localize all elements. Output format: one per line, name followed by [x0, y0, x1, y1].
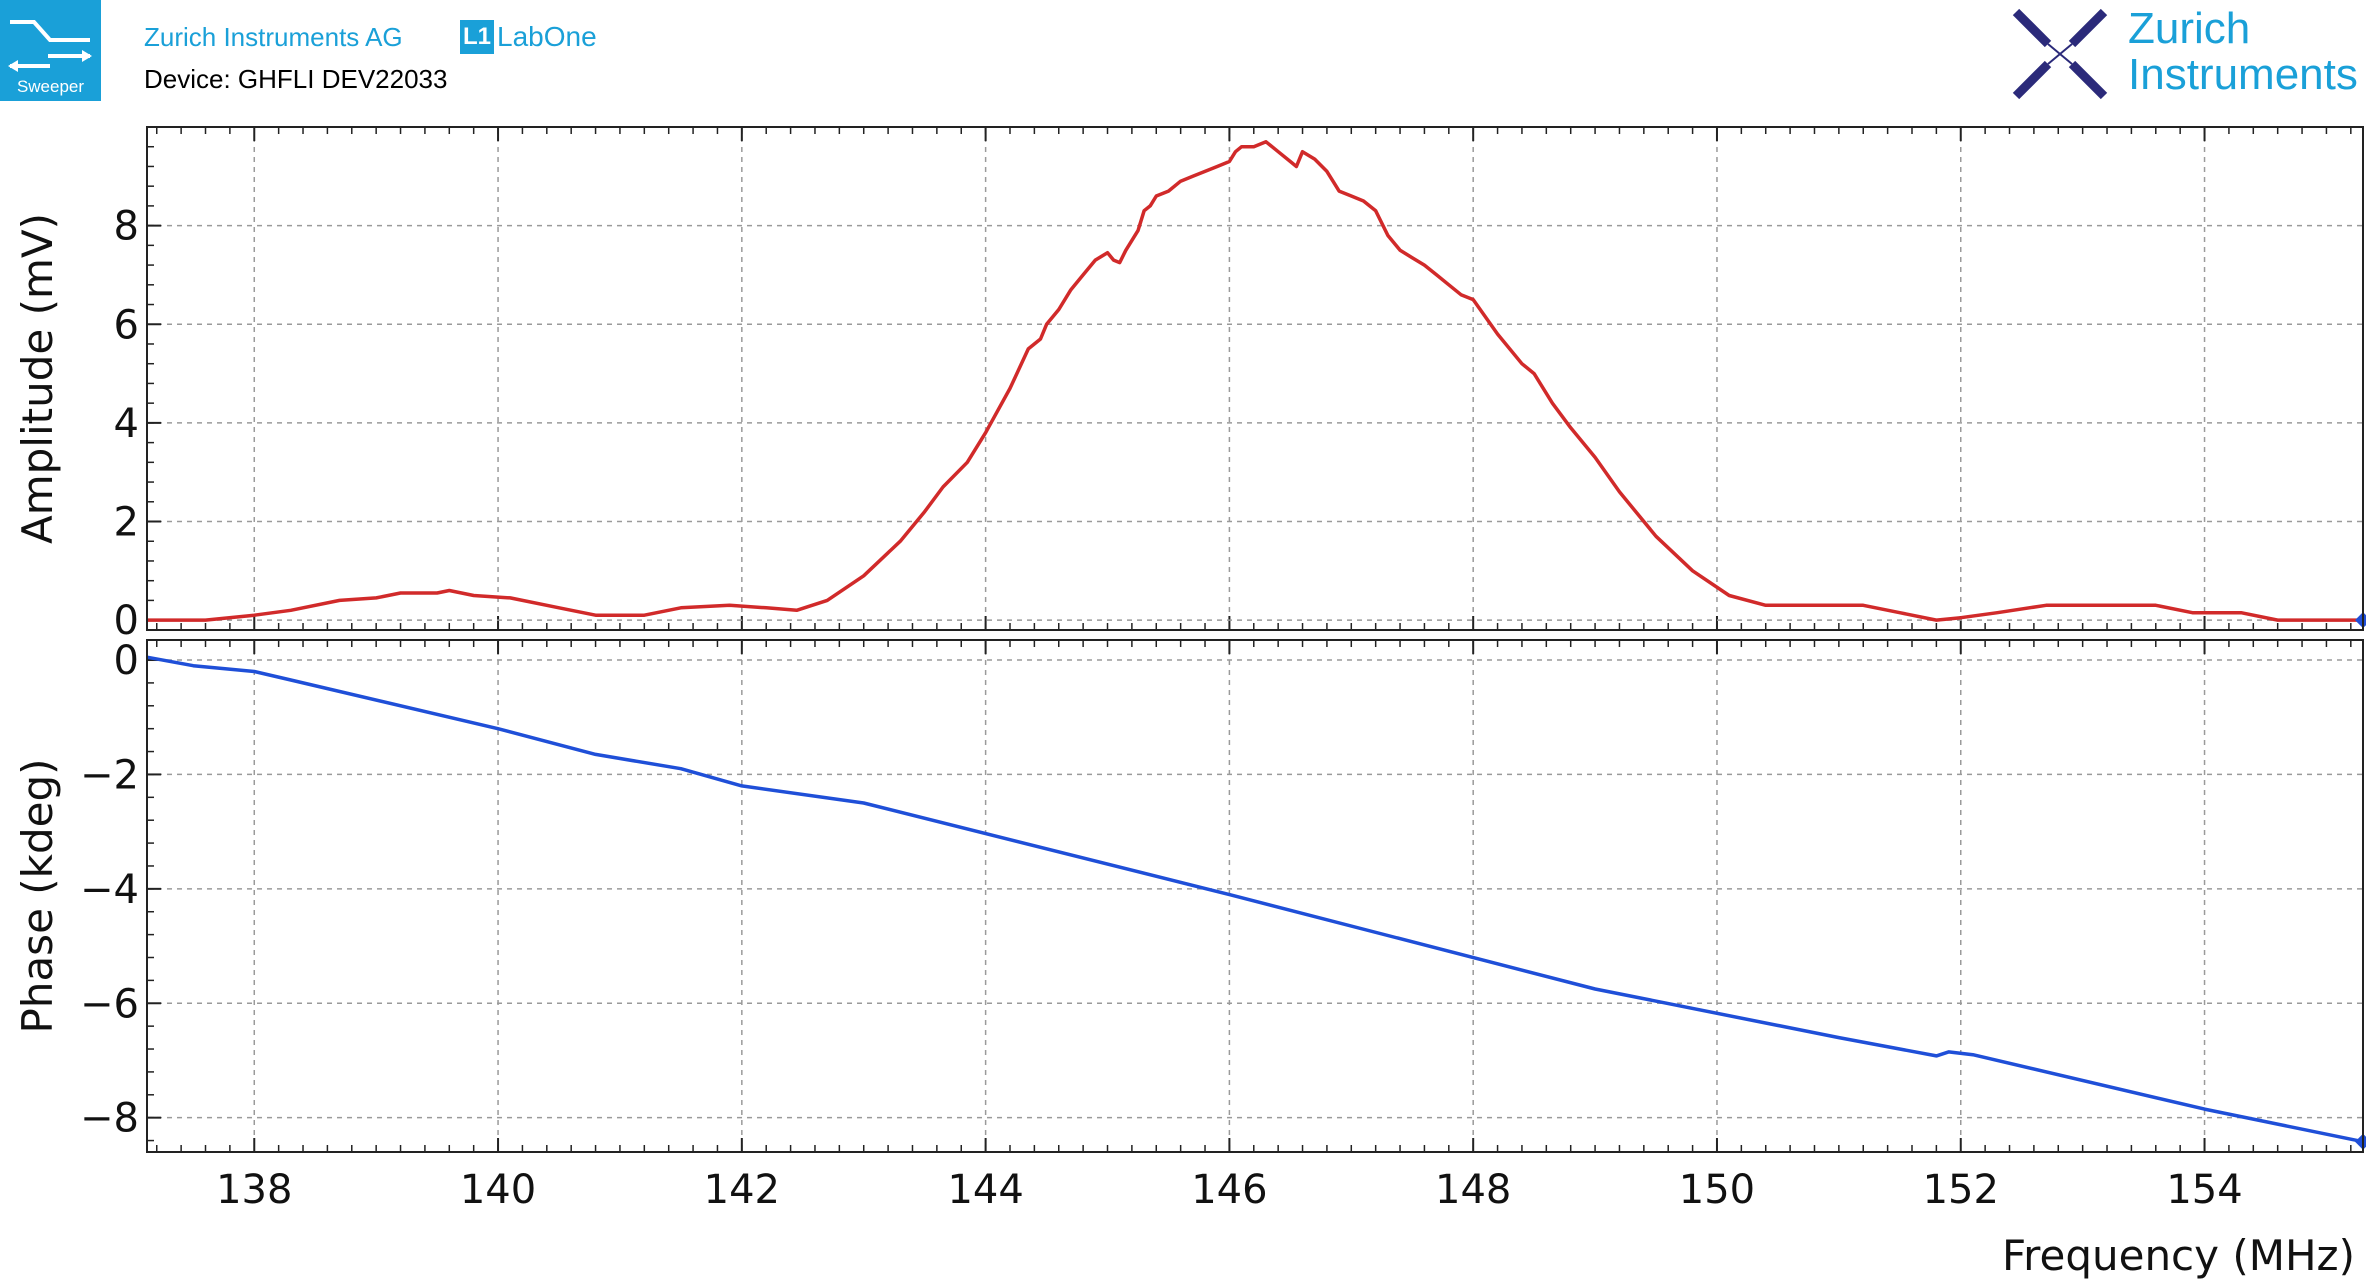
y-tick-label: 8 [114, 204, 139, 250]
company-name: Zurich Instruments AG [144, 22, 403, 52]
x-tick-label: 152 [1923, 1167, 1999, 1213]
y-tick-label: −2 [80, 752, 139, 798]
labone-text: LabOne [497, 21, 597, 52]
plot-area-2 [147, 640, 2363, 1152]
y-tick-label: 0 [114, 638, 139, 684]
plot-frame-1 [146, 126, 2364, 631]
labone-logo: L1 LabOne [460, 20, 597, 54]
sweeper-label: Sweeper [16, 77, 85, 96]
y-axis-title-1: Amplitude (mV) [13, 213, 62, 544]
device-label: Device: GHFLI DEV22033 [144, 64, 448, 94]
y-tick-label: −4 [80, 867, 139, 913]
y-tick-label: 2 [114, 500, 139, 546]
x-tick-label: 142 [704, 1167, 780, 1213]
sweeper-icon [8, 20, 92, 72]
y-axis-title-2: Phase (kdeg) [13, 758, 62, 1033]
x-tick-label: 146 [1191, 1167, 1267, 1213]
sweeper-badge: Sweeper [0, 0, 101, 101]
brand-text: Zurich Instruments [2128, 6, 2358, 98]
plot-frame-2 [146, 639, 2364, 1153]
y-tick-label: 0 [114, 598, 139, 644]
y-tick-label: 6 [114, 302, 139, 348]
series-line-1 [147, 140, 2363, 622]
plot-area-1 [147, 127, 2363, 630]
y-tick-label: 4 [114, 401, 139, 447]
x-tick-label: 144 [947, 1167, 1023, 1213]
brand-line-1: Zurich [2128, 4, 2251, 53]
x-axis-title: Frequency (MHz) [2002, 1231, 2355, 1280]
x-tick-label: 148 [1435, 1167, 1511, 1213]
series-line-2 [146, 655, 2364, 1144]
x-tick-label: 150 [1679, 1167, 1755, 1213]
y-tick-label: −6 [80, 981, 139, 1027]
labone-mark: L1 [460, 20, 494, 54]
x-tick-label: 140 [460, 1167, 536, 1213]
zurich-instruments-logo-icon [2012, 8, 2108, 100]
x-tick-label: 138 [216, 1167, 292, 1213]
x-tick-label: 154 [2166, 1167, 2242, 1213]
brand-line-2: Instruments [2128, 50, 2358, 99]
y-tick-label: −8 [80, 1096, 139, 1142]
